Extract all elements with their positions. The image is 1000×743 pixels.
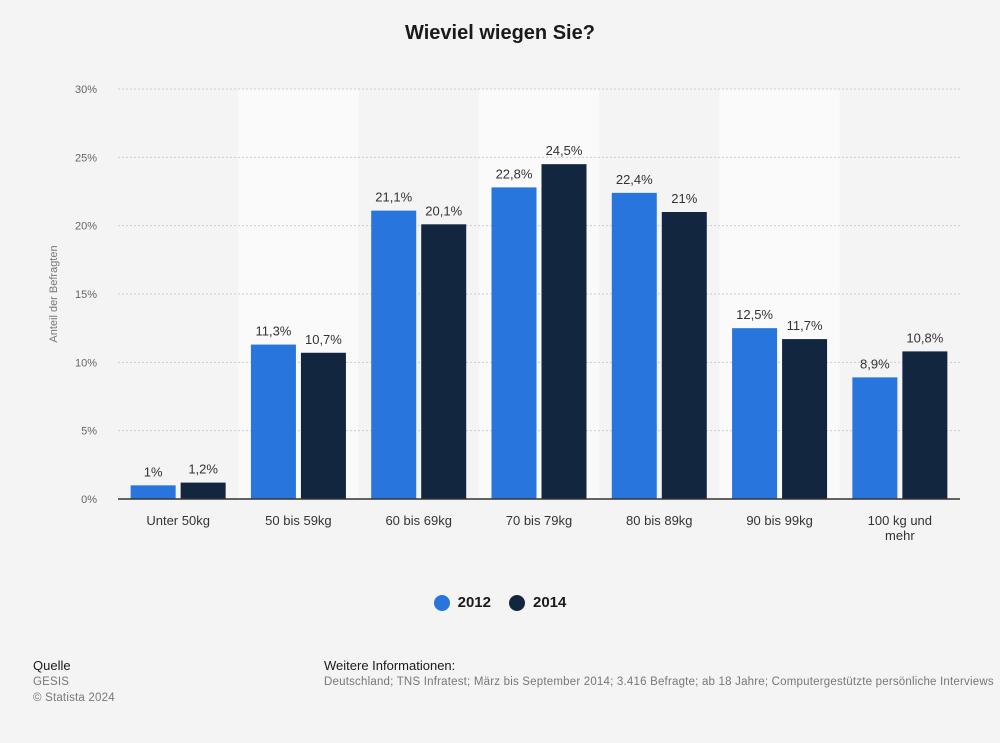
y-axis-label: Anteil der Befragten — [48, 245, 60, 342]
legend-item-2014[interactable]: 2014 — [509, 594, 566, 611]
bar-chart: 0% 5% 10% 15% 20% 25% 30% Anteil der Befragten 1… — [48, 84, 960, 543]
data-label-2012: 11,3% — [255, 324, 291, 339]
chart-legend: 2012 2014 — [0, 594, 1000, 611]
data-label-2014: 21% — [671, 191, 697, 206]
data-label-2012: 21,1% — [375, 190, 412, 205]
bar-2014 — [300, 352, 346, 499]
y-tick-label: 5% — [81, 426, 97, 438]
legend-label-2012: 2012 — [457, 594, 491, 611]
y-tick-label: 0% — [81, 494, 97, 506]
info-block: Weitere Informationen: Deutschland; TNS … — [324, 658, 1000, 690]
bar-2012 — [491, 187, 537, 499]
bar-2012 — [852, 377, 898, 499]
bar-2012 — [611, 192, 657, 499]
source-heading: Quelle — [33, 658, 71, 673]
y-tick-label: 25% — [75, 152, 97, 164]
bar-2014 — [902, 351, 948, 499]
x-tick-label: 70 bis 79kg — [506, 513, 573, 528]
data-label-2012: 1% — [144, 464, 163, 479]
legend-marker-2012 — [433, 594, 450, 611]
bar-2014 — [180, 482, 226, 499]
bar-2014 — [661, 212, 707, 499]
x-tick-label: 50 bis 59kg — [265, 513, 332, 528]
data-label-2014: 10,7% — [305, 332, 342, 347]
source-block: Quelle GESIS © Statista 2024 — [33, 658, 115, 706]
x-tick-label: 60 bis 69kg — [385, 513, 452, 528]
data-label-2012: 12,5% — [736, 307, 773, 322]
y-tick-label: 30% — [75, 84, 97, 96]
copyright-text: © Statista 2024 — [33, 692, 115, 704]
chart-title: Wieviel wiegen Sie? — [405, 22, 595, 44]
x-tick-label: 100 kg und — [868, 513, 932, 528]
x-tick-label: 80 bis 89kg — [626, 513, 693, 528]
y-tick-label: 15% — [75, 289, 97, 301]
data-label-2012: 22,8% — [496, 166, 533, 181]
info-heading: Weitere Informationen: — [324, 658, 456, 673]
info-text: Deutschland; TNS Infratest; März bis Sep… — [324, 676, 994, 688]
x-tick-label: 90 bis 99kg — [746, 513, 813, 528]
data-label-2014: 11,7% — [787, 318, 823, 333]
data-label-2012: 8,9% — [860, 356, 890, 371]
bar-2014 — [541, 164, 587, 499]
source-name[interactable]: GESIS — [33, 676, 70, 688]
bar-2012 — [250, 344, 296, 499]
bar-2012 — [130, 485, 176, 499]
data-label-2014: 10,8% — [906, 330, 943, 345]
data-label-2014: 20,1% — [425, 203, 462, 218]
y-tick-label: 20% — [75, 221, 97, 233]
bar-2012 — [732, 328, 778, 499]
x-tick-label: mehr — [885, 528, 915, 543]
y-tick-label: 10% — [75, 357, 97, 369]
legend-marker-2014 — [509, 594, 525, 611]
bar-2014 — [782, 339, 828, 499]
data-label-2014: 24,5% — [546, 143, 583, 158]
data-label-2012: 22,4% — [616, 172, 653, 187]
x-tick-label: Unter 50kg — [146, 513, 210, 528]
bar-2014 — [421, 224, 467, 500]
legend-label-2014: 2014 — [533, 594, 567, 611]
data-label-2014: 1,2% — [188, 462, 218, 477]
legend-item-2012[interactable]: 2012 — [433, 594, 491, 611]
bar-2012 — [371, 210, 417, 499]
